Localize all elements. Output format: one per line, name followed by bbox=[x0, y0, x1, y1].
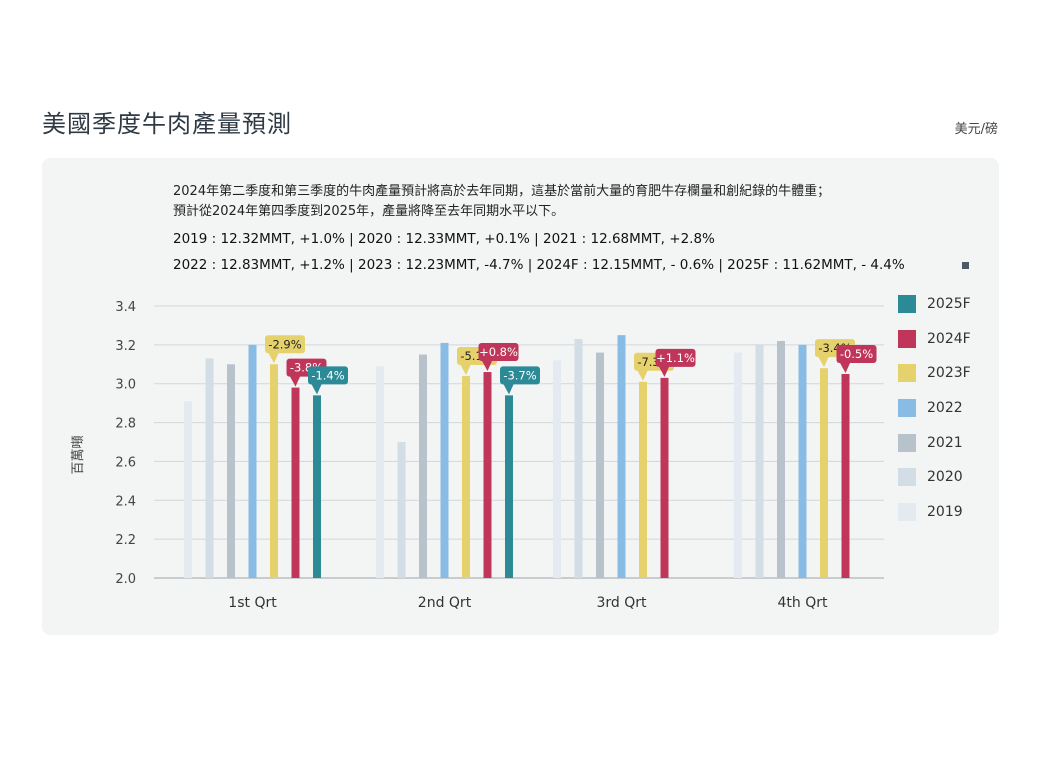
legend-swatch bbox=[898, 433, 916, 452]
y-tick-label: 2.4 bbox=[115, 494, 136, 509]
y-tick-label: 2.2 bbox=[115, 533, 136, 548]
bar-2023f-q1 bbox=[270, 364, 278, 578]
annotation-label: +0.8% bbox=[479, 345, 518, 359]
legend-label: 2020 bbox=[927, 469, 963, 486]
bar-2023f-q2 bbox=[462, 375, 470, 578]
x-tick-label: 1st Qrt bbox=[228, 595, 277, 611]
y-tick-label: 3.2 bbox=[115, 339, 136, 354]
square-marker-icon bbox=[962, 262, 969, 269]
annotation-callout: +0.8% bbox=[478, 343, 519, 372]
legend-label: 2024F bbox=[927, 330, 971, 347]
legend-swatch bbox=[898, 329, 916, 348]
note-line-2: 預計從2024年第四季度到2025年，產量將降至去年同期水平以下。 bbox=[173, 204, 565, 219]
annotation-label: -0.5% bbox=[840, 347, 873, 361]
legend-label: 2022 bbox=[927, 400, 963, 417]
bar-2024f-q4 bbox=[841, 374, 850, 578]
legend-swatch bbox=[898, 468, 916, 487]
y-tick-label: 2.6 bbox=[115, 455, 136, 470]
annual-stats-line-1: 2019 : 12.32MMT, +1.0% | 2020 : 12.33MMT… bbox=[173, 231, 715, 247]
annotation-callout: -2.9% bbox=[265, 335, 305, 364]
legend-label: 2021 bbox=[927, 434, 963, 451]
chart-legend: 2025F 2024F 2023F 2022 2021 2020 2019 bbox=[898, 294, 971, 537]
bar-2020-q1 bbox=[205, 358, 214, 578]
x-tick-label: 2nd Qrt bbox=[418, 595, 472, 611]
y-axis-label: 百萬噸 bbox=[71, 435, 86, 474]
bar-2025f-q1 bbox=[313, 395, 321, 578]
bar-2022-q3 bbox=[617, 335, 626, 578]
page-title: 美國季度牛肉產量預測 bbox=[42, 110, 292, 138]
bar-2019-q4 bbox=[734, 352, 742, 578]
bar-2019-q1 bbox=[184, 401, 192, 578]
unit-label: 美元/磅 bbox=[954, 122, 998, 137]
bar-2021-q1 bbox=[227, 364, 235, 578]
legend-swatch bbox=[898, 295, 916, 313]
legend-label: 2019 bbox=[927, 504, 963, 521]
bar-2023f-q3 bbox=[639, 381, 647, 578]
annotation-callout: -1.4% bbox=[308, 366, 348, 395]
bar-2020-q4 bbox=[755, 344, 764, 578]
bar-2025f-q2 bbox=[505, 395, 513, 578]
bar-2024f-q2 bbox=[483, 372, 492, 578]
y-tick-label: 3.0 bbox=[115, 378, 136, 393]
annotation-label: +1.1% bbox=[656, 351, 695, 365]
legend-item: 2025F bbox=[898, 294, 971, 329]
annotation-callout: -3.7% bbox=[500, 366, 540, 395]
chart-panel bbox=[42, 158, 999, 635]
x-tick-label: 3rd Qrt bbox=[596, 595, 647, 611]
bar-2020-q2 bbox=[397, 442, 406, 578]
legend-label: 2025F bbox=[927, 296, 971, 312]
bar-2023f-q4 bbox=[820, 368, 828, 578]
annual-stats-line-2: 2022 : 12.83MMT, +1.2% | 2023 : 12.23MMT… bbox=[173, 257, 905, 273]
bar-2021-q4 bbox=[777, 340, 785, 578]
annotation-label: -3.7% bbox=[503, 368, 536, 382]
legend-item: 2019 bbox=[898, 502, 971, 537]
legend-swatch bbox=[898, 364, 916, 383]
legend-item: 2021 bbox=[898, 433, 971, 468]
annotation-label: -2.9% bbox=[268, 337, 301, 351]
legend-item: 2024F bbox=[898, 329, 971, 364]
bar-2022-q4 bbox=[798, 344, 807, 578]
legend-swatch bbox=[898, 399, 916, 418]
y-tick-label: 2.8 bbox=[115, 417, 136, 432]
legend-item: 2023F bbox=[898, 363, 971, 398]
annotation-label: -1.4% bbox=[311, 368, 344, 382]
bar-2024f-q1 bbox=[291, 387, 300, 578]
bar-2022-q2 bbox=[440, 342, 449, 578]
bar-2019-q2 bbox=[376, 366, 384, 578]
x-tick-label: 4th Qrt bbox=[778, 595, 828, 611]
bar-2021-q2 bbox=[419, 354, 427, 578]
bar-2022-q1 bbox=[248, 344, 257, 578]
annotation-callout: +1.1% bbox=[655, 348, 696, 377]
legend-label: 2023F bbox=[927, 365, 971, 382]
y-tick-label: 3.4 bbox=[115, 300, 136, 315]
bar-2019-q3 bbox=[553, 360, 561, 578]
bar-2024f-q3 bbox=[660, 377, 669, 578]
legend-item: 2020 bbox=[898, 467, 971, 502]
note-line-1: 2024年第二季度和第三季度的牛肉產量預計將高於去年同期，這基於當前大量的育肥牛… bbox=[173, 184, 831, 199]
legend-swatch bbox=[898, 503, 916, 522]
bar-2021-q3 bbox=[596, 352, 604, 578]
legend-item: 2022 bbox=[898, 398, 971, 433]
annotation-callout: -0.5% bbox=[836, 345, 877, 373]
bar-2020-q3 bbox=[574, 339, 583, 578]
y-tick-label: 2.0 bbox=[115, 572, 136, 587]
